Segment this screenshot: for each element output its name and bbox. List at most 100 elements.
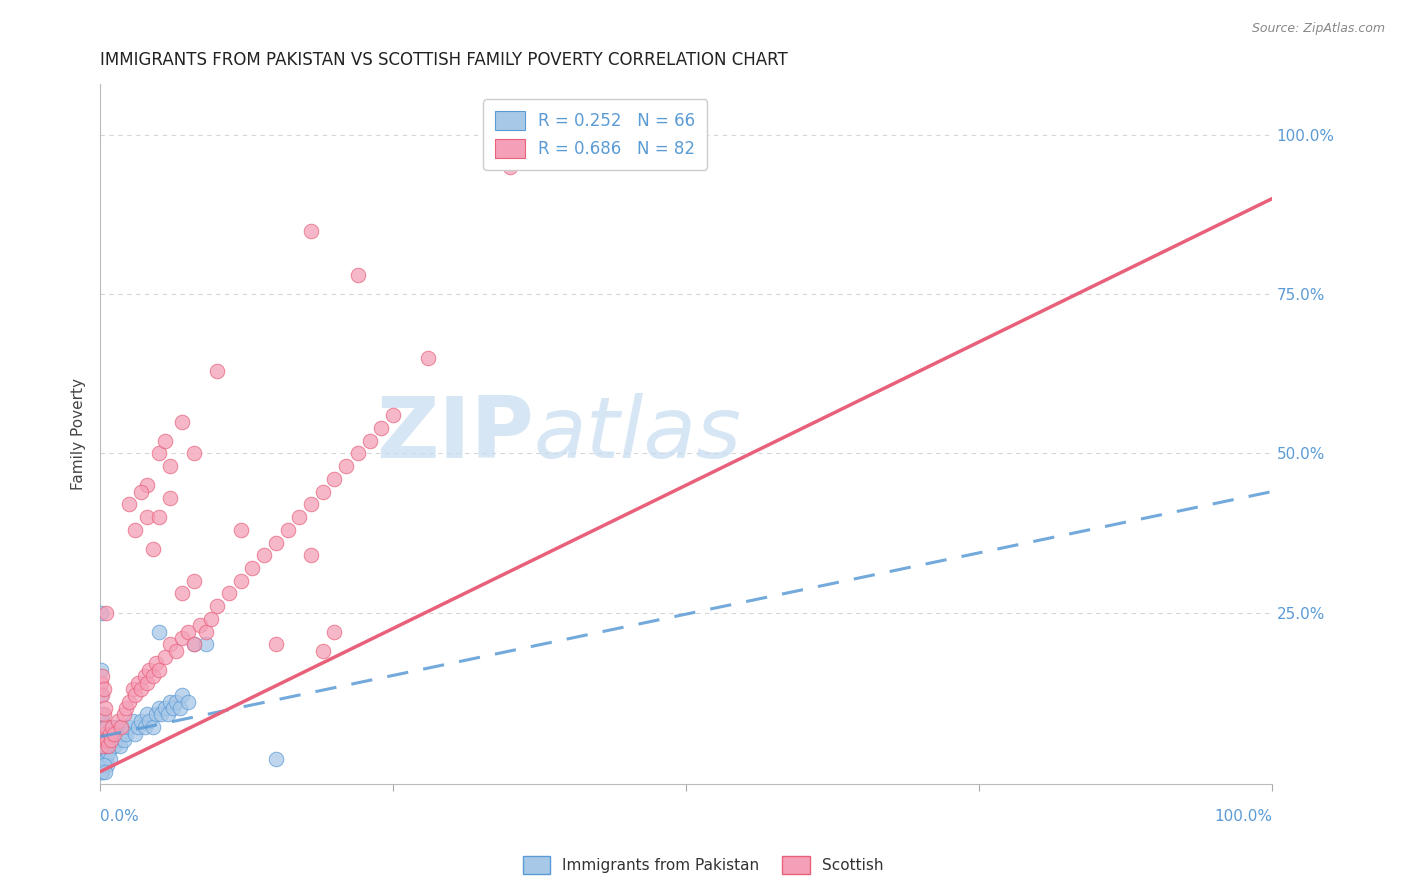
Point [91,746,114,760]
Point [382,408,405,422]
Point [90,739,112,754]
Point [136,707,159,722]
Point [177,624,200,639]
Point [101,732,124,747]
Point [94,764,117,779]
Point [162,701,184,715]
Point [229,523,252,537]
Point [97,739,120,754]
Point [91,669,114,683]
Point [111,720,134,734]
Point [153,701,176,715]
Legend: Immigrants from Pakistan, Scottish: Immigrants from Pakistan, Scottish [516,850,890,880]
Point [94,732,117,747]
Point [277,523,299,537]
Point [183,446,205,460]
Point [93,752,115,766]
Y-axis label: Family Poverty: Family Poverty [72,378,86,491]
Point [136,675,159,690]
Point [94,701,117,715]
Point [169,701,191,715]
Point [242,561,264,575]
Point [118,720,141,734]
Point [142,541,165,556]
Point [97,746,120,760]
Point [153,650,176,665]
Point [98,752,121,766]
Point [112,732,135,747]
Point [93,726,115,740]
Point [90,764,112,779]
Point [148,446,170,460]
Point [93,739,115,754]
Point [124,688,146,702]
Point [93,681,115,696]
Point [90,688,112,702]
Point [323,624,346,639]
Point [127,675,149,690]
Point [299,497,322,511]
Point [91,739,114,754]
Point [359,434,381,448]
Point [172,631,194,645]
Point [115,726,138,740]
Point [172,415,194,429]
Point [110,726,132,740]
Point [347,446,370,460]
Point [418,351,440,365]
Point [159,459,181,474]
Point [207,599,229,614]
Point [142,720,165,734]
Point [188,618,211,632]
Point [94,746,117,760]
Point [183,574,205,588]
Point [129,484,152,499]
Point [148,624,170,639]
Point [299,548,322,562]
Point [115,701,138,715]
Point [107,714,129,728]
Text: IMMIGRANTS FROM PAKISTAN VS SCOTTISH FAMILY POVERTY CORRELATION CHART: IMMIGRANTS FROM PAKISTAN VS SCOTTISH FAM… [100,51,787,69]
Point [90,752,112,766]
Point [100,732,122,747]
Point [91,732,114,747]
Point [312,484,335,499]
Point [138,714,160,728]
Point [100,720,122,734]
Point [96,739,118,754]
Point [194,637,217,651]
Point [177,695,200,709]
Point [105,720,128,734]
Point [118,695,141,709]
Text: ZIP: ZIP [375,392,534,475]
Point [138,663,160,677]
Point [153,434,176,448]
Point [159,491,181,505]
Point [124,523,146,537]
Point [165,695,187,709]
Text: Source: ZipAtlas.com: Source: ZipAtlas.com [1251,22,1385,36]
Point [136,478,159,492]
Point [91,688,114,702]
Point [264,637,287,651]
Point [253,548,276,562]
Point [142,669,165,683]
Point [94,732,117,747]
Point [124,726,146,740]
Point [122,681,145,696]
Point [108,732,131,747]
Point [127,720,149,734]
Point [94,752,117,766]
Point [145,707,167,722]
Point [347,268,370,282]
Point [312,644,335,658]
Point [94,739,117,754]
Point [183,637,205,651]
Point [145,657,167,671]
Point [112,707,135,722]
Point [91,764,114,779]
Point [183,637,205,651]
Point [264,752,287,766]
Point [499,160,522,174]
Point [136,510,159,524]
